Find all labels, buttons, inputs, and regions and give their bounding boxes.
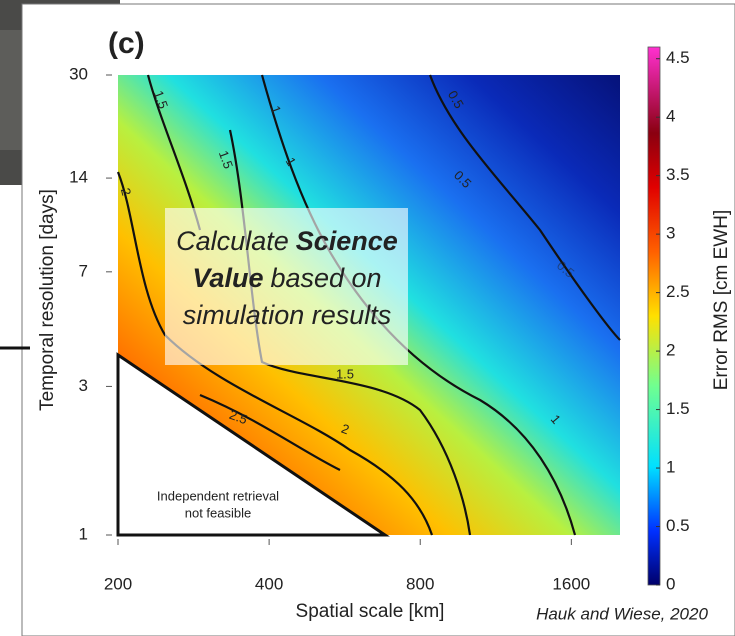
contour-label: 1 [268,104,285,116]
y-tick-label: 7 [79,261,88,280]
colorbar-tick-label: 1 [666,458,675,477]
colorbar-tick-label: 0 [666,574,675,593]
citation: Hauk and Wiese, 2020 [536,604,708,623]
contour-line [116,171,434,536]
region-label: not feasible [185,505,252,520]
x-tick-label: 200 [104,574,132,593]
contour-label: 1.5 [336,366,354,381]
x-axis-label: Spatial scale [km] [296,601,445,622]
colorbar-tick-label: 2 [666,341,675,360]
colorbar-tick-label: 2.5 [666,282,690,301]
panel-label: (c) [108,27,145,60]
overlay-box [165,208,408,365]
overlay-text-segment: Science [296,226,398,256]
colorbar-tick-label: 1.5 [666,399,690,418]
overlay-text: Calculate Science [176,226,398,256]
overlay-text: Value based on [192,263,381,293]
overlay-text-segment: Calculate [176,226,289,256]
y-axis-label: Temporal resolution [days] [37,189,58,411]
contour-label: 2 [118,186,134,197]
colorbar-tick-label: 0.5 [666,516,690,535]
contour-label: 2 [339,421,351,438]
x-tick-label: 1600 [552,574,590,593]
overlay-text: simulation results [183,300,392,330]
y-tick-label: 14 [69,168,88,187]
contour-line [199,393,341,471]
colorbar-tick-label: 3 [666,224,675,243]
contour-line [428,74,621,341]
overlay-text-segment: simulation results [183,300,392,330]
region-label: Independent retrieval [157,488,279,503]
colorbar-tick-label: 3.5 [666,165,690,184]
contour-label: 2.5 [227,407,249,427]
overlay-text-segment: based on [270,263,381,293]
colorbar [647,46,661,586]
x-tick-label: 800 [406,574,434,593]
infeasible-region [116,352,390,537]
contour-label: 1.5 [216,149,236,171]
y-tick-label: 3 [79,376,88,395]
y-tick-label: 1 [79,524,88,543]
overlay-text-segment: Value [192,263,263,293]
colorbar-tick-label: 4 [666,107,675,126]
x-tick-label: 400 [255,574,283,593]
colorbar-label: Error RMS [cm EWH] [711,210,732,391]
contour-label: 1.5 [151,89,171,111]
colorbar-tick-label: 4.5 [666,48,690,67]
y-tick-label: 30 [69,64,88,83]
